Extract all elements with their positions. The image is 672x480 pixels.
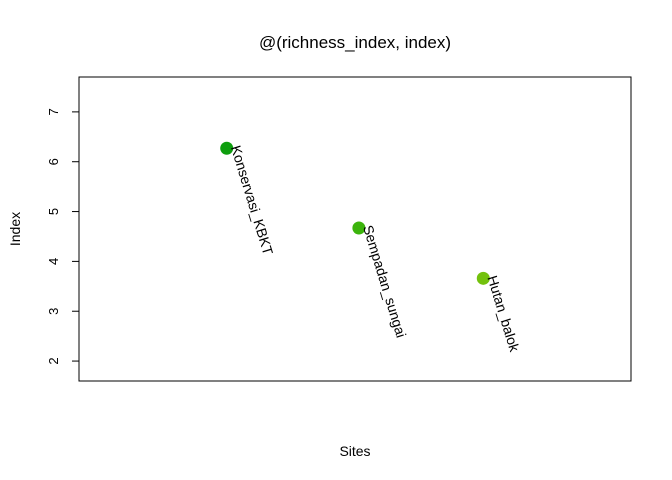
data-points: Konservasi_KBKT Sempadan_sungai Hutan_balo… (220, 141, 523, 355)
data-point (476, 271, 490, 285)
y-axis: 2 3 4 5 6 7 (46, 108, 80, 365)
chart-title: @(richness_index, index) (259, 33, 451, 52)
point-label: Hutan_balok (484, 274, 523, 355)
y-tick-label: 3 (46, 308, 61, 315)
data-point (352, 221, 366, 235)
y-tick-label: 7 (46, 108, 61, 115)
point-label: Konservasi_KBKT (228, 143, 277, 257)
y-tick-label: 5 (46, 208, 61, 215)
y-tick-label: 4 (46, 258, 61, 265)
y-axis-label: Index (7, 212, 23, 246)
x-axis-label: Sites (339, 443, 370, 459)
y-tick-label: 6 (46, 158, 61, 165)
data-point (220, 141, 234, 155)
point-label: Sempadan_sungai (360, 223, 409, 339)
y-tick-label: 2 (46, 357, 61, 364)
